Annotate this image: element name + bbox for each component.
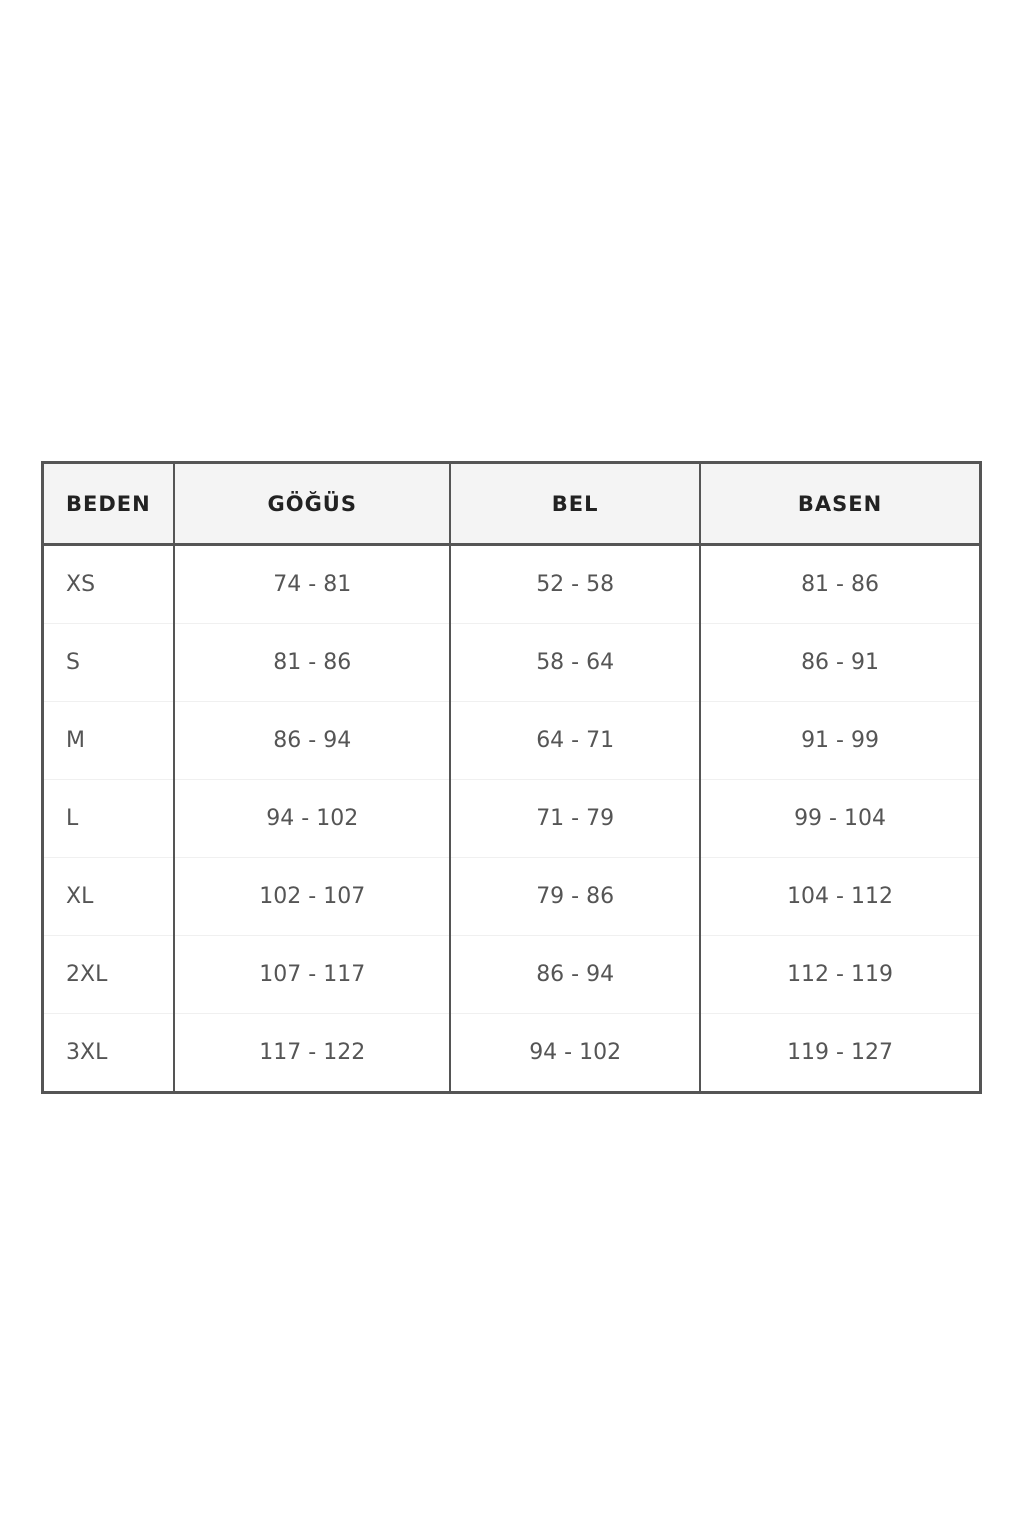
header-beden: BEDEN — [42, 462, 175, 546]
table-row: 2XL 107 - 117 86 - 94 112 - 119 — [42, 935, 981, 1014]
cell-waist: 79 - 86 — [449, 857, 701, 936]
cell-chest: 94 - 102 — [173, 779, 451, 858]
table-row: XS 74 - 81 52 - 58 81 - 86 — [42, 544, 981, 624]
size-chart-table: BEDEN GÖĞÜS BEL BASEN XS 74 - 81 52 - 58 81… — [41, 461, 982, 1094]
cell-size: S — [42, 623, 175, 702]
header-bel: BEL — [449, 462, 701, 546]
cell-size: XS — [42, 544, 175, 624]
table-row: XL 102 - 107 79 - 86 104 - 112 — [42, 857, 981, 936]
cell-waist: 94 - 102 — [449, 1013, 701, 1093]
cell-size: 2XL — [42, 935, 175, 1014]
header-row: BEDEN GÖĞÜS BEL BASEN — [42, 462, 981, 546]
cell-chest: 107 - 117 — [173, 935, 451, 1014]
cell-hip: 91 - 99 — [699, 701, 981, 780]
cell-hip: 86 - 91 — [699, 623, 981, 702]
cell-chest: 74 - 81 — [173, 544, 451, 624]
cell-waist: 71 - 79 — [449, 779, 701, 858]
cell-waist: 58 - 64 — [449, 623, 701, 702]
table-row: 3XL 117 - 122 94 - 102 119 - 127 — [43, 1013, 981, 1093]
cell-hip: 119 - 127 — [699, 1013, 981, 1093]
cell-size: 3XL — [66, 1040, 108, 1065]
header-basen: BASEN — [699, 462, 981, 546]
header-gogus: GÖĞÜS — [173, 462, 451, 546]
cell-hip: 104 - 112 — [699, 857, 981, 936]
cell-hip: 112 - 119 — [699, 935, 981, 1014]
cell-waist: 64 - 71 — [449, 701, 701, 780]
cell-waist: 86 - 94 — [449, 935, 701, 1014]
cell-hip: 81 - 86 — [699, 544, 981, 624]
cell-chest: 102 - 107 — [173, 857, 451, 936]
cell-waist: 52 - 58 — [449, 544, 701, 624]
cell-size: XL — [42, 857, 175, 936]
cell-size: M — [42, 701, 175, 780]
table-row: L 94 - 102 71 - 79 99 - 104 — [42, 779, 981, 858]
cell-chest: 86 - 94 — [173, 701, 451, 780]
table-row: M 86 - 94 64 - 71 91 - 99 — [42, 701, 981, 780]
cell-chest: 117 - 122 — [173, 1013, 451, 1093]
cell-chest: 81 - 86 — [173, 623, 451, 702]
cell-size: L — [42, 779, 175, 858]
table-row: S 81 - 86 58 - 64 86 - 91 — [42, 623, 981, 702]
cell-hip: 99 - 104 — [699, 779, 981, 858]
